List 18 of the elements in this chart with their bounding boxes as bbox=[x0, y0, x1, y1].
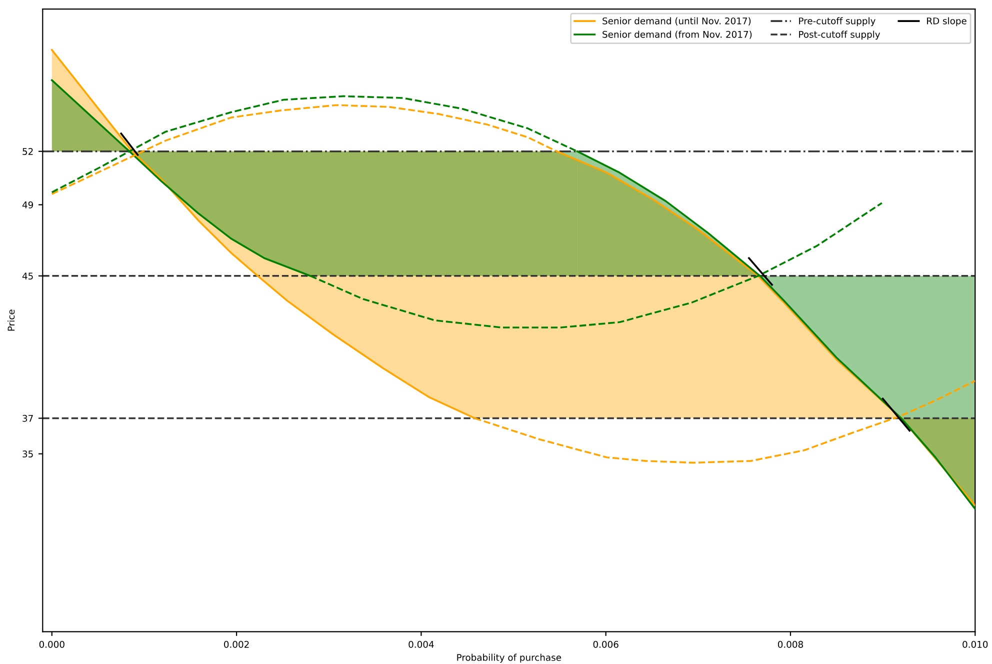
x-tick-label: 0.008 bbox=[778, 640, 803, 648]
y-tick-label: 52 bbox=[22, 148, 33, 155]
x-tick-label: 0.010 bbox=[962, 640, 988, 648]
legend-label: Senior demand (from Nov. 2017) bbox=[602, 30, 752, 39]
y-tick-label: 37 bbox=[22, 414, 33, 422]
legend-label: Senior demand (until Nov. 2017) bbox=[602, 17, 751, 26]
x-tick-label: 0.004 bbox=[408, 640, 434, 648]
x-tick-label: 0.002 bbox=[224, 640, 249, 648]
y-tick-label: 45 bbox=[22, 272, 33, 280]
y-tick-label: 49 bbox=[22, 201, 33, 208]
x-axis-title: Probability of purchase bbox=[457, 654, 561, 663]
y-axis-title: Price bbox=[8, 310, 15, 331]
legend-label: RD slope bbox=[927, 17, 966, 26]
y-tick-label: 35 bbox=[22, 450, 33, 458]
legend-label: Pre-cutoff supply bbox=[799, 17, 876, 26]
x-tick-label: 0.000 bbox=[39, 640, 64, 648]
x-tick-label: 0.006 bbox=[593, 640, 618, 648]
legend-label: Post-cutoff supply bbox=[799, 30, 880, 40]
